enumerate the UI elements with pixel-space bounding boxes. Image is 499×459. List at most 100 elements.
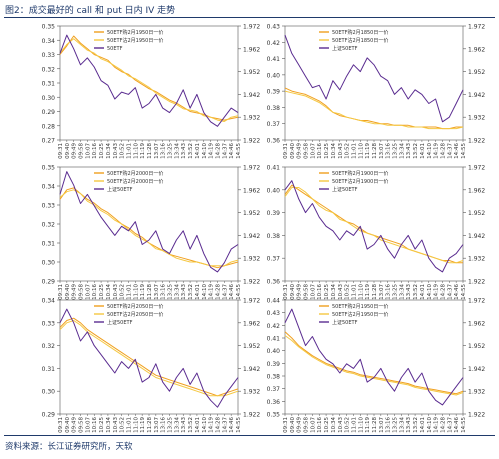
chart-panel-5: 0.29 0.30 0.31 0.32 0.33 0.34 1.922 1.932 1.942 1… xyxy=(42,298,261,433)
x-tick-label: 11:10 xyxy=(358,284,364,300)
left-tick-label: 0.33 xyxy=(42,203,56,210)
figure-source: 资料来源：长江证券研究所，天软 xyxy=(5,442,133,452)
x-tick-label: 11:28 xyxy=(147,284,153,300)
x-tick-label: 10:07 xyxy=(85,417,91,433)
x-tick-label: 14:01 xyxy=(420,417,426,433)
x-tick-label: 13:34 xyxy=(399,284,405,300)
x-tick-label: 09:40 xyxy=(290,143,296,159)
right-tick-label: 1.952 xyxy=(243,210,260,217)
x-tick-label: 10:43 xyxy=(338,284,344,300)
x-tick-label: 13:07 xyxy=(154,284,160,300)
left-tick-label: 0.30 xyxy=(42,389,56,396)
x-tick-label: 09:31 xyxy=(283,143,289,159)
x-tick-label: 11:10 xyxy=(133,284,139,300)
x-tick-label: 11:01 xyxy=(351,284,357,300)
x-tick-label: 10:16 xyxy=(92,417,98,433)
x-tick-label: 10:16 xyxy=(317,284,323,300)
legend-label: 50ETF购2月1900日一价 xyxy=(332,170,388,177)
x-tick-label: 14:28 xyxy=(215,143,221,159)
x-tick-label: 13:16 xyxy=(161,417,167,433)
x-tick-label: 09:31 xyxy=(283,417,289,433)
x-tick-label: 14:55 xyxy=(461,143,467,159)
legend-label: 50ETF沽2月2050日一价 xyxy=(107,311,163,318)
legend-label: 50ETF沽2月1900日一价 xyxy=(332,178,388,185)
left-tick-label: 0.36 xyxy=(267,279,281,286)
x-tick-label: 10:52 xyxy=(120,417,126,433)
x-tick-label: 10:34 xyxy=(331,284,337,300)
x-tick-label: 13:16 xyxy=(161,143,167,159)
x-tick-label: 09:58 xyxy=(304,284,310,300)
x-tick-label: 09:31 xyxy=(58,284,64,300)
legend-label: 上证50ETF xyxy=(107,186,133,193)
x-tick-label: 09:58 xyxy=(79,143,85,159)
series-line xyxy=(59,320,239,397)
left-tick-label: 0.42 xyxy=(267,323,281,330)
x-tick-label: 14:19 xyxy=(434,143,440,159)
x-tick-label: 11:28 xyxy=(372,417,378,433)
x-tick-label: 13:34 xyxy=(399,417,405,433)
left-tick-label: 0.37 xyxy=(267,256,281,263)
left-tick-label: 0.36 xyxy=(267,399,281,406)
left-tick-label: 0.37 xyxy=(267,386,281,393)
x-tick-label: 14:28 xyxy=(440,143,446,159)
legend-label: 50ETF沽2月1850日一价 xyxy=(332,37,388,44)
series-line xyxy=(284,331,464,395)
right-tick-label: 1.972 xyxy=(468,24,485,31)
x-tick-label: 14:55 xyxy=(461,417,467,433)
series-line xyxy=(59,171,239,273)
chart-panel-2: 0.36 0.37 0.38 0.39 0.40 0.41 0.42 0.43 1.922 1.9… xyxy=(267,24,486,159)
x-tick-label: 14:37 xyxy=(222,143,228,159)
x-tick-label: 10:52 xyxy=(345,417,351,433)
x-tick-label: 11:10 xyxy=(133,417,139,433)
x-tick-label: 14:46 xyxy=(454,284,460,300)
right-tick-label: 1.952 xyxy=(468,69,485,76)
x-tick-label: 09:49 xyxy=(297,284,303,300)
left-tick-label: 0.44 xyxy=(267,298,281,305)
series-line xyxy=(59,308,239,408)
x-tick-label: 10:07 xyxy=(85,143,91,159)
x-tick-label: 11:01 xyxy=(126,284,132,300)
x-tick-label: 14:19 xyxy=(434,284,440,300)
x-tick-label: 13:43 xyxy=(406,284,412,300)
x-tick-label: 13:34 xyxy=(174,143,180,159)
x-tick-label: 11:19 xyxy=(140,284,146,300)
right-tick-label: 1.952 xyxy=(468,343,485,350)
left-tick-label: 0.39 xyxy=(267,89,281,96)
x-tick-label: 10:16 xyxy=(92,284,98,300)
x-tick-label: 11:01 xyxy=(126,143,132,159)
x-tick-label: 10:52 xyxy=(345,284,351,300)
x-tick-label: 10:34 xyxy=(106,284,112,300)
right-tick-label: 1.962 xyxy=(468,187,485,194)
right-tick-label: 1.922 xyxy=(468,412,485,419)
x-tick-label: 09:40 xyxy=(290,417,296,433)
x-tick-label: 13:07 xyxy=(154,143,160,159)
x-tick-label: 10:34 xyxy=(106,143,112,159)
left-tick-label: 0.42 xyxy=(267,40,281,47)
chart-panel-4: 0.36 0.37 0.38 0.39 0.40 0.41 1.922 1.932 1.942 1… xyxy=(267,165,486,300)
x-tick-label: 10:52 xyxy=(120,143,126,159)
x-tick-label: 11:28 xyxy=(147,143,153,159)
x-tick-label: 14:10 xyxy=(202,143,208,159)
legend-label: 50ETF购2月1950日一价 xyxy=(107,29,163,36)
right-tick-label: 1.942 xyxy=(468,92,485,99)
series-line xyxy=(284,87,463,130)
x-tick-label: 09:31 xyxy=(283,284,289,300)
x-tick-label: 14:10 xyxy=(427,284,433,300)
x-tick-label: 10:25 xyxy=(324,417,330,433)
left-tick-label: 0.34 xyxy=(42,298,56,305)
x-tick-label: 13:52 xyxy=(413,417,419,433)
x-tick-label: 14:37 xyxy=(222,284,228,300)
left-tick-label: 0.33 xyxy=(42,320,56,327)
right-tick-label: 1.932 xyxy=(243,256,260,263)
right-tick-label: 1.952 xyxy=(243,343,260,350)
left-tick-label: 0.32 xyxy=(42,343,56,350)
x-tick-label: 10:16 xyxy=(317,417,323,433)
x-tick-label: 13:52 xyxy=(188,417,194,433)
x-tick-label: 14:10 xyxy=(202,284,208,300)
left-tick-label: 0.38 xyxy=(267,105,281,112)
x-tick-label: 10:43 xyxy=(338,143,344,159)
x-tick-label: 13:43 xyxy=(406,143,412,159)
x-tick-label: 14:55 xyxy=(236,417,242,433)
left-tick-label: 0.33 xyxy=(42,52,56,59)
x-tick-label: 10:43 xyxy=(338,417,344,433)
